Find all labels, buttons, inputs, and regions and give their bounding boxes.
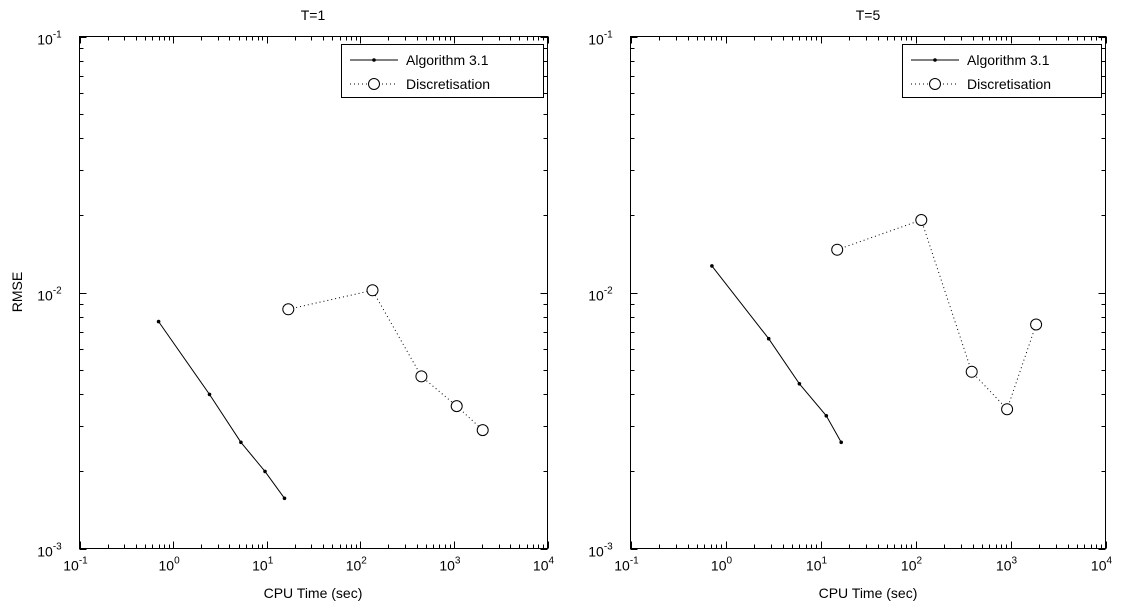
- right-legend-label-discretisation: Discretisation: [967, 76, 1051, 92]
- right-y-tick-label: 10-1: [588, 30, 613, 48]
- left-point-discretisation: [476, 424, 489, 437]
- right-tick-group: 10-1 100 101 102 103 104 10-3 10-2 10-1: [588, 30, 1112, 574]
- left-legend-label-algorithm: Algorithm 3.1: [406, 52, 489, 68]
- left-y-tick-label: 10-3: [37, 542, 62, 560]
- right-point-discretisation: [915, 214, 928, 226]
- left-plot-area: [79, 36, 548, 549]
- right-series-group: [710, 214, 1043, 445]
- left-x-tick-label: 104: [533, 556, 555, 574]
- left-legend-label-discretisation: Discretisation: [406, 76, 490, 92]
- right-x-tick-label: 104: [1091, 556, 1113, 574]
- left-x-tick-label: 103: [439, 556, 461, 574]
- right-x-tick-label: 100: [711, 556, 733, 574]
- left-y-tick-label: 10-1: [37, 30, 62, 48]
- left-x-axis-label: CPU Time (sec): [264, 585, 363, 601]
- left-chart-panel: T=1 CPU Time (sec) RMSE 10-1 100 101 102 103…: [9, 7, 555, 601]
- right-x-axis-label: CPU Time (sec): [819, 585, 918, 601]
- right-legend-circle-discretisation: [929, 78, 941, 90]
- left-y-tick-label: 10-2: [37, 286, 62, 304]
- left-point-discretisation: [450, 400, 463, 413]
- right-chart-panel: T=5 CPU Time (sec) 10-1 100 101 102 103 10410…: [588, 7, 1112, 601]
- right-plot-area: [630, 36, 1106, 549]
- right-legend-box: [902, 44, 1102, 98]
- left-legend: Algorithm 3.1 Discretisation: [341, 44, 544, 98]
- right-point-discretisation: [831, 243, 844, 256]
- right-x-tick-label: 102: [901, 556, 923, 574]
- right-series-line-algorithm-3-1: [711, 265, 842, 443]
- right-series-line-discretisation: [837, 219, 1037, 411]
- right-point-algorithm-3-1: [824, 414, 829, 418]
- left-point-algorithm-3-1: [207, 392, 212, 397]
- right-x-tick-label: 103: [996, 556, 1018, 574]
- right-legend-dot-algorithm: [933, 58, 937, 62]
- left-chart-title: T=1: [301, 7, 326, 23]
- right-x-tick-label: 101: [806, 556, 828, 574]
- right-point-discretisation: [965, 365, 978, 378]
- left-y-axis-label: RMSE: [9, 272, 25, 312]
- left-point-discretisation: [366, 284, 379, 297]
- right-point-algorithm-3-1: [797, 382, 802, 386]
- right-point-algorithm-3-1: [710, 264, 714, 268]
- left-x-tick-label: 102: [346, 556, 368, 574]
- left-point-discretisation: [415, 370, 428, 383]
- left-tick-group: 10-1 100 101 102 103 104 10-3 10-2 10-1: [37, 30, 554, 574]
- right-point-discretisation: [1030, 318, 1043, 331]
- right-chart-title: T=5: [856, 7, 881, 23]
- left-point-algorithm-3-1: [156, 319, 161, 324]
- left-x-tick-label: 10-1: [63, 556, 88, 574]
- left-x-tick-label: 100: [159, 556, 181, 574]
- right-x-tick-label: 10-1: [614, 556, 639, 574]
- right-y-tick-label: 10-3: [588, 542, 613, 560]
- left-point-algorithm-3-1: [282, 496, 287, 501]
- right-legend-label-algorithm: Algorithm 3.1: [967, 52, 1050, 68]
- right-legend: Algorithm 3.1 Discretisation: [902, 44, 1102, 98]
- left-legend-box: [341, 44, 544, 98]
- right-point-algorithm-3-1: [839, 440, 843, 445]
- left-legend-dot-algorithm: [372, 58, 376, 62]
- right-point-discretisation: [1001, 403, 1014, 416]
- left-x-tick-label: 101: [252, 556, 274, 574]
- left-point-algorithm-3-1: [263, 469, 267, 474]
- right-point-algorithm-3-1: [766, 336, 771, 341]
- left-legend-circle-discretisation: [368, 78, 380, 90]
- right-y-tick-label: 10-2: [588, 286, 613, 304]
- left-point-algorithm-3-1: [239, 440, 243, 445]
- left-series-group: [156, 284, 489, 501]
- left-point-discretisation: [282, 303, 295, 316]
